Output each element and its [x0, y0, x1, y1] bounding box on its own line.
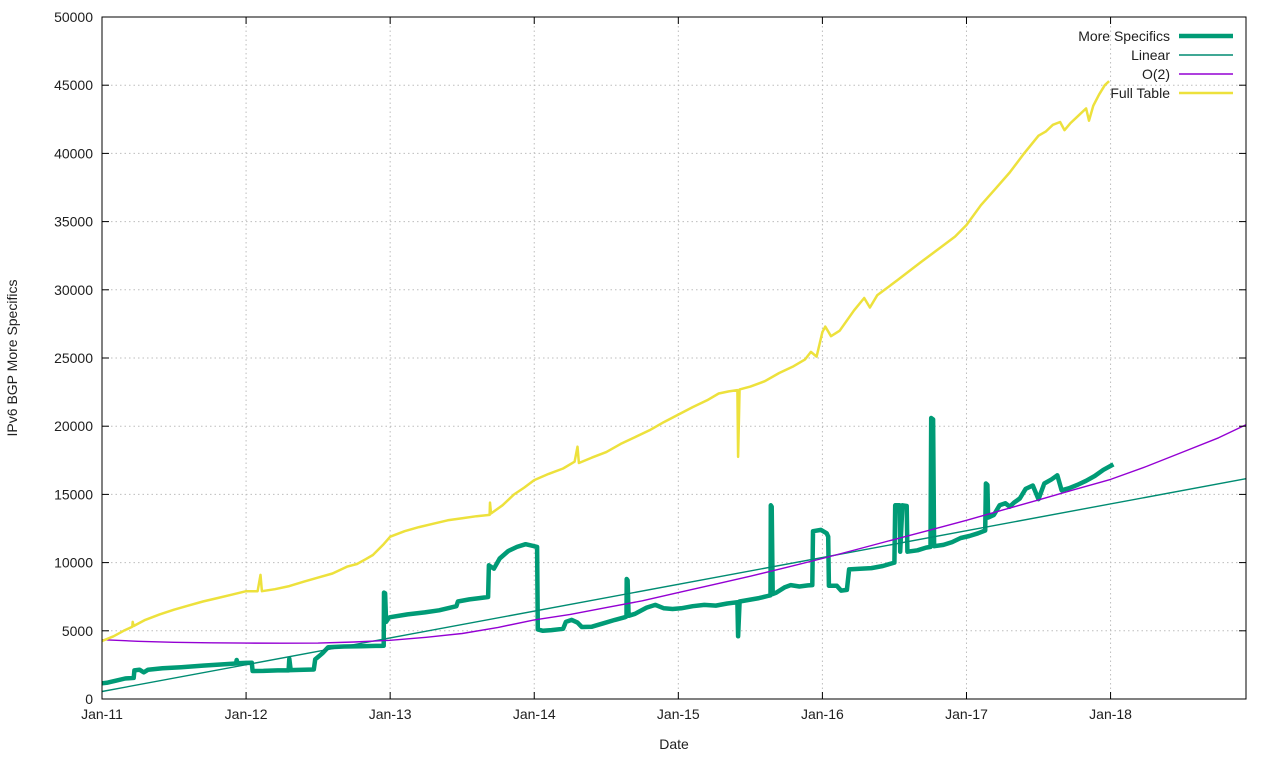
y-tick-label: 25000	[54, 350, 93, 366]
x-tick-label: Jan-13	[369, 706, 412, 722]
series-o-2-line	[101, 424, 1247, 644]
series-full-table-line	[101, 80, 1110, 643]
series-lines	[101, 80, 1247, 693]
x-tick-label: Jan-14	[513, 706, 556, 722]
y-tick-label: 5000	[62, 623, 93, 639]
y-axis-title: IPv6 BGP More Specifics	[4, 280, 20, 437]
x-tick-label: Jan-17	[945, 706, 988, 722]
y-tick-label: 30000	[54, 282, 93, 298]
legend: More Specifics Linear O(2) Full Table	[1078, 28, 1233, 101]
x-tick-label: Jan-18	[1089, 706, 1132, 722]
x-tick-label: Jan-12	[225, 706, 268, 722]
y-tick-label: 50000	[54, 9, 93, 25]
y-tick-label: 20000	[54, 418, 93, 434]
legend-label: Full Table	[1110, 85, 1170, 101]
tick-labels: 0 5000 10000 15000 20000 25000 30000 35000 40000…	[54, 9, 1132, 722]
x-tick-label: Jan-11	[81, 706, 123, 722]
axes	[101, 16, 1247, 700]
y-tick-label: 0	[85, 691, 93, 707]
y-tick-label: 15000	[54, 486, 93, 502]
x-tick-label: Jan-15	[657, 706, 700, 722]
x-axis-title: Date	[659, 736, 689, 752]
legend-label: O(2)	[1142, 66, 1170, 82]
y-tick-label: 35000	[54, 214, 93, 230]
y-tick-label: 10000	[54, 555, 93, 571]
series-linear-line	[101, 478, 1247, 693]
grid-lines	[102, 17, 1246, 699]
x-tick-label: Jan-16	[801, 706, 844, 722]
legend-label: Linear	[1131, 47, 1170, 63]
series-more-specifics-line	[101, 415, 1115, 686]
y-tick-label: 45000	[54, 77, 93, 93]
legend-label: More Specifics	[1078, 28, 1170, 44]
y-tick-label: 40000	[54, 145, 93, 161]
